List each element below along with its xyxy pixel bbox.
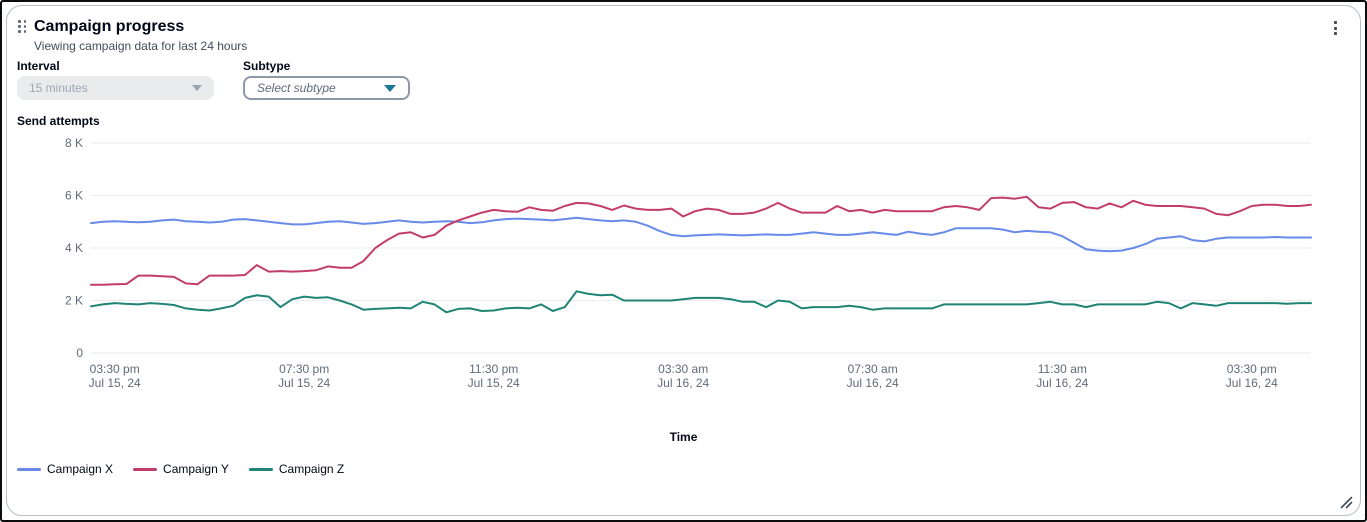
svg-text:8 K: 8 K (65, 136, 83, 150)
campaign-progress-widget: Campaign progress Viewing campaign data … (6, 5, 1361, 516)
svg-text:0: 0 (76, 346, 83, 360)
svg-text:Jul 16, 24: Jul 16, 24 (1036, 376, 1088, 390)
legend-swatch (133, 467, 158, 471)
subtype-select[interactable]: Select subtype (243, 76, 410, 100)
svg-text:Jul 15, 24: Jul 15, 24 (89, 376, 141, 390)
series-line-campaign-y (90, 195, 1312, 286)
chart-legend: Campaign X Campaign Y Campaign Z (17, 462, 344, 476)
y-axis-tick-labels: 8 K 6 K 4 K 2 K 0 (65, 136, 83, 360)
actions-menu-button[interactable] (1326, 17, 1344, 39)
legend-item-campaign-x[interactable]: Campaign X (17, 462, 113, 476)
svg-text:Jul 16, 24: Jul 16, 24 (847, 376, 899, 390)
svg-text:Jul 15, 24: Jul 15, 24 (468, 376, 520, 390)
subtype-placeholder: Select subtype (257, 81, 336, 95)
svg-text:4 K: 4 K (65, 241, 83, 255)
page-title: Campaign progress (34, 18, 185, 35)
legend-swatch (248, 467, 273, 471)
svg-text:11:30 am: 11:30 am (1038, 362, 1087, 376)
legend-label: Campaign Z (278, 462, 345, 476)
chevron-down-icon (192, 85, 202, 91)
interval-value: 15 minutes (29, 81, 88, 95)
legend-label: Campaign Y (163, 462, 229, 476)
series-line-campaign-z (90, 290, 1312, 314)
svg-text:03:30 pm: 03:30 pm (1227, 362, 1277, 376)
vertical-ellipsis-icon (1333, 21, 1337, 24)
svg-text:07:30 am: 07:30 am (848, 362, 898, 376)
x-axis-title: Time (669, 430, 698, 444)
legend-item-campaign-y[interactable]: Campaign Y (133, 462, 229, 476)
svg-text:Jul 16, 24: Jul 16, 24 (1226, 376, 1278, 390)
svg-text:03:30 am: 03:30 am (658, 362, 708, 376)
svg-text:11:30 pm: 11:30 pm (469, 362, 518, 376)
widget-subtitle: Viewing campaign data for last 24 hours (34, 39, 248, 53)
svg-text:Jul 15, 24: Jul 15, 24 (278, 376, 330, 390)
legend-item-campaign-z[interactable]: Campaign Z (248, 462, 345, 476)
svg-text:6 K: 6 K (65, 189, 83, 203)
interval-select: 15 minutes (17, 76, 214, 100)
svg-text:07:30 pm: 07:30 pm (279, 362, 329, 376)
gridlines (91, 142, 1311, 354)
legend-label: Campaign X (47, 462, 114, 476)
y-axis-title: Send attempts (17, 114, 100, 128)
resize-handle-icon[interactable] (1338, 494, 1353, 509)
svg-text:Jul 16, 24: Jul 16, 24 (657, 376, 709, 390)
interval-label: Interval (17, 59, 60, 73)
svg-text:2 K: 2 K (65, 294, 83, 308)
chevron-down-icon (384, 84, 396, 92)
legend-swatch (17, 467, 41, 471)
subtype-label: Subtype (243, 59, 291, 73)
drag-handle-icon[interactable] (18, 20, 27, 34)
svg-text:03:30 pm: 03:30 pm (90, 362, 140, 376)
series-line-campaign-x (90, 216, 1312, 253)
